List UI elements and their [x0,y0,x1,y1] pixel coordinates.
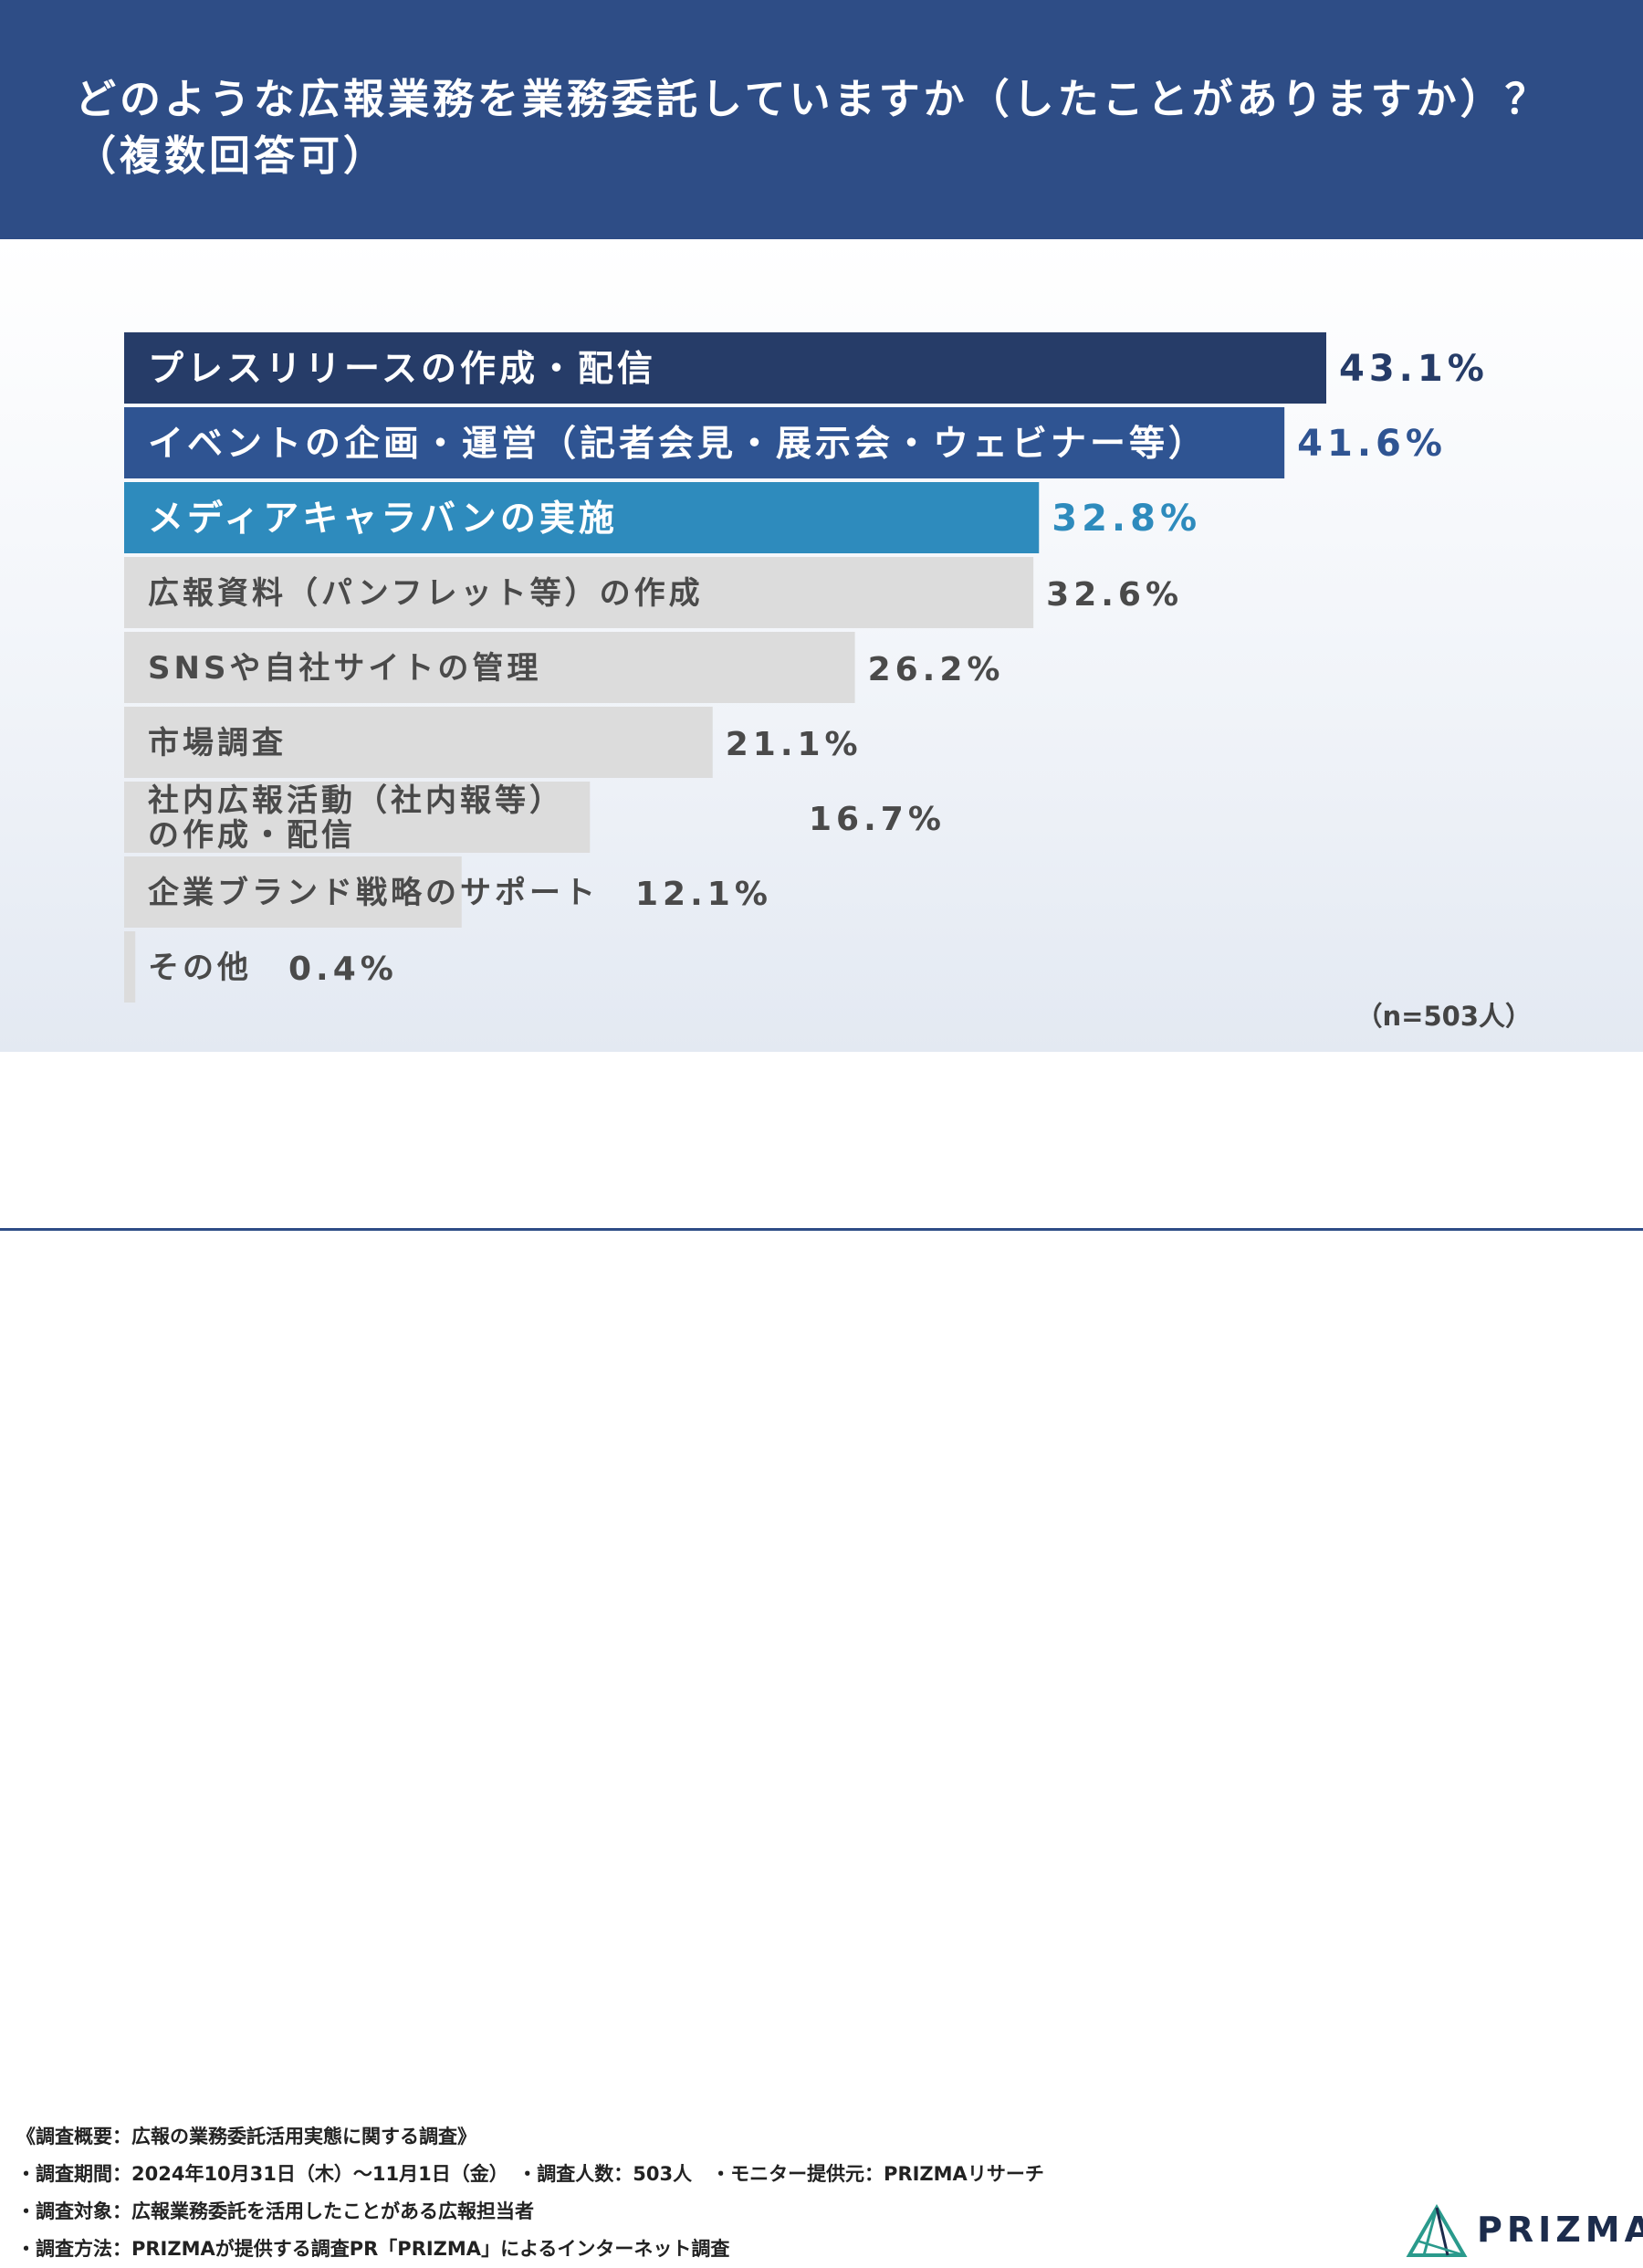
category-label-7-line-1: 社内広報活動（社内報等） [148,782,564,819]
bar-2 [124,407,1285,478]
value-label-8: 12.1% [635,876,772,913]
logo-wordmark: PRIZMA [1477,2210,1643,2250]
bar-6 [124,707,713,778]
category-label-2: イベントの企画・運営（記者会見・展示会・ウェビナー等） [148,424,1208,465]
category-label-9: その他 [148,950,252,986]
value-label-9: 0.4% [288,950,398,988]
chart-title-line-1: どのような広報業務を業務委託していますか（したことがありますか）？ [75,75,1550,123]
category-label-1: プレスリリースの作成・配信 [148,349,656,390]
value-label-3: 32.8% [1052,498,1201,540]
survey-notes: 《調査概要：広報の業務委託活用実態に関する調査》 ・調査期間：2024年10月3… [16,2118,1044,2268]
chart-title-line-2: （複数回答可） [75,131,389,180]
prizma-logo: PRIZMA [1406,2203,1643,2259]
value-label-2: 41.6% [1297,423,1447,465]
bar-chart: プレスリリースの作成・配信 43.1% イベントの企画・運営（記者会見・展示会・ウェ… [124,332,1489,1003]
category-label-4: 広報資料（パンフレット等）の作成 [148,575,704,612]
value-label-4: 32.6% [1046,576,1183,614]
bar-3 [124,482,1040,553]
prism-icon [1406,2203,1468,2257]
bar-9 [124,931,136,1003]
survey-note-title: 《調査概要：広報の業務委託活用実態に関する調査》 [16,2126,476,2147]
survey-note-target: ・調査対象：広報業務委託を活用したことがある広報担当者 [16,2200,534,2222]
footer-divider [0,1228,1643,1231]
bar-4 [124,557,1034,628]
category-label-7-line-2: の作成・配信 [148,817,356,854]
value-label-6: 21.1% [726,726,863,763]
category-label-5: SNSや自社サイトの管理 [148,650,541,687]
category-label-3: メディアキャラバンの実施 [148,499,618,540]
bar-7 [124,782,591,853]
value-label-7: 16.7% [809,801,946,838]
value-label-5: 26.2% [868,651,1005,688]
bar-1 [124,332,1326,404]
category-label-8: 企業ブランド戦略のサポート [148,875,599,911]
title-banner: どのような広報業務を業務委託していますか（したことがありますか）？ （複数回答可… [0,0,1643,239]
survey-note-period: ・調査期間：2024年10月31日（木）〜11月1日（金） ・調査人数：503人… [16,2163,1044,2185]
value-label-1: 43.1% [1339,348,1489,390]
survey-footer: 《調査概要：広報の業務委託活用実態に関する調査》 ・調査期間：2024年10月3… [0,1052,1643,2260]
chart-title: どのような広報業務を業務委託していますか（したことがありますか）？ （複数回答可… [75,71,1608,184]
sample-size-note: （n=503人） [1355,1001,1532,1032]
category-label-7: 社内広報活動（社内報等）の作成・配信 [148,782,564,854]
bar-8 [124,856,462,928]
category-label-6: 市場調査 [148,725,287,761]
bar-5 [124,632,855,703]
survey-note-method: ・調査方法：PRIZMAが提供する調査PR「PRIZMA」によるインターネット調… [16,2238,730,2260]
chart-area: プレスリリースの作成・配信 43.1% イベントの企画・運営（記者会見・展示会・ウェ… [0,239,1643,1052]
